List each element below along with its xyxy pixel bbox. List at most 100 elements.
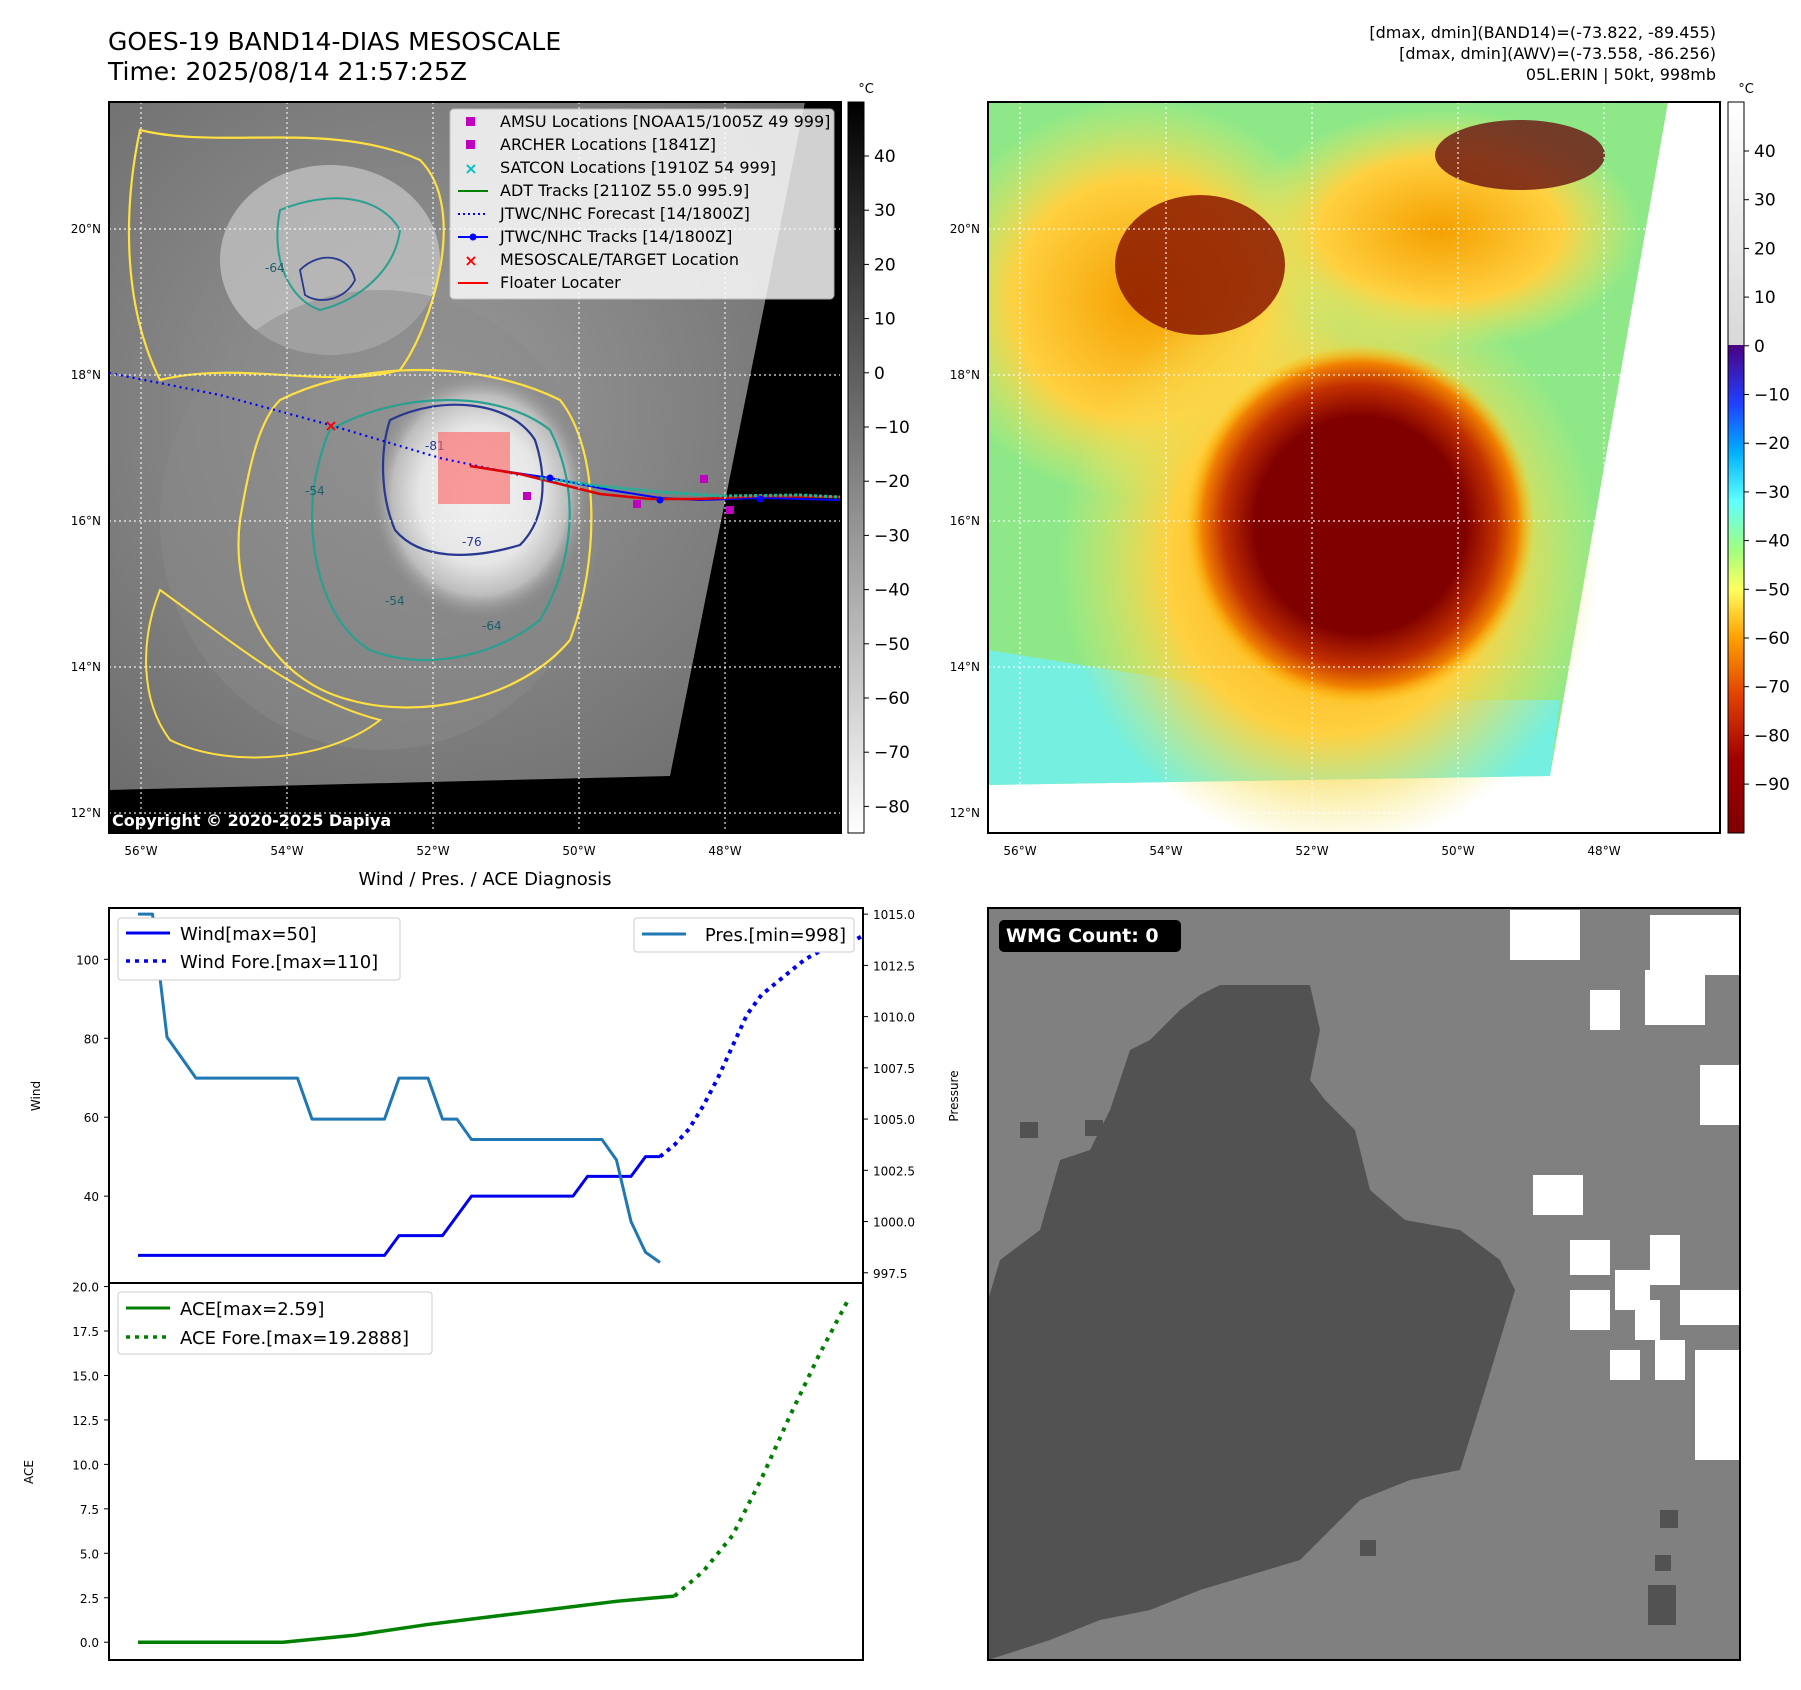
wmg-count-badge — [999, 920, 1181, 952]
y-tick-label: 2.5 — [80, 1592, 99, 1606]
y-tick-label: 10.0 — [72, 1458, 99, 1472]
colorbar-gradient — [847, 101, 865, 834]
ace-chart: 0.0 2.5 5.0 7.5 10.0 12.5 15.0 17.5 20.0 ACE ACE… — [22, 1281, 864, 1661]
wmg-warm-patch — [1610, 1350, 1640, 1380]
cdo-core — [1185, 345, 1535, 705]
legend-ace: ACE[max=2.59] — [180, 1299, 324, 1320]
colorbar-tick-label: −60 — [1754, 629, 1790, 649]
left-colorbar: °C 40 30 20 10 0 −10 −20 −30 −40 −50 −60 −70 −80 — [847, 82, 910, 834]
lon-label: 54°W — [270, 844, 303, 858]
y-tick-label: 5.0 — [80, 1547, 99, 1561]
lon-label: 50°W — [562, 844, 595, 858]
wmg-cold-patch — [1360, 1540, 1376, 1556]
lat-label: 12°N — [71, 806, 101, 820]
colorbar-tick-label: 40 — [874, 147, 896, 167]
wmg-warm-patch — [1700, 1065, 1740, 1125]
colorbar-tick-label: 20 — [874, 255, 896, 275]
right-colorbar: °C 40 30 20 10 0 −10 −20 −30 −40 −50 −60 −70 −80 −90 — [1727, 82, 1790, 834]
map-frame — [108, 101, 842, 834]
colorbar-tick-label: −40 — [1754, 532, 1790, 552]
target-marker: × — [324, 416, 337, 435]
colorbar-tick-label: −70 — [874, 743, 910, 763]
colorbar-tick-label: 0 — [1754, 337, 1765, 357]
wmg-count: WMG Count: 0 — [1006, 925, 1159, 947]
lat-label: 14°N — [71, 660, 101, 674]
legend-label: JTWC/NHC Tracks [14/1800Z] — [499, 227, 732, 246]
wmg-cold-patch — [1655, 1555, 1671, 1571]
left-lon-labels: 56°W 54°W 52°W 50°W 48°W — [124, 844, 741, 858]
wmg-warm-patch — [1510, 910, 1580, 960]
pressure-axis-label: Pressure — [947, 1070, 961, 1121]
legend-marker — [469, 233, 477, 241]
colorbar-tick-label: −90 — [1754, 775, 1790, 795]
legend-entry: Floater Locater — [458, 273, 621, 292]
contour-label: -64 — [482, 619, 502, 633]
colorbar-tick-label: 10 — [1754, 288, 1776, 308]
series-line-0 — [138, 1155, 660, 1257]
map-gridlines — [988, 102, 1720, 833]
y-tick-label: 12.5 — [72, 1414, 99, 1428]
wmg-warm-patch — [1695, 1350, 1740, 1460]
colorbar-tick-label: −10 — [1754, 386, 1790, 406]
lat-label: 14°N — [950, 660, 980, 674]
y2-tick-label: 1007.5 — [873, 1062, 915, 1076]
archer-marker — [726, 506, 734, 514]
series-line-2 — [138, 912, 661, 1264]
cold-top-north — [1115, 195, 1285, 335]
legend-label: Floater Locater — [500, 273, 621, 292]
y-tick-label: 100 — [76, 953, 99, 967]
ace-series-0 — [138, 1594, 675, 1644]
contour-label: -64 — [265, 261, 285, 275]
left-lat-labels: 20°N 18°N 16°N 14°N 12°N — [71, 222, 101, 820]
colorbar-tick-label: −70 — [1754, 678, 1790, 698]
y2-tick-label: 1010.0 — [873, 1011, 915, 1025]
contour-yellow-south — [145, 588, 383, 759]
legend-label: ARCHER Locations [1841Z] — [500, 135, 716, 154]
colorbar-gradient — [1728, 345, 1744, 833]
ace-legend: ACE[max=2.59] ACE Fore.[max=19.2888] — [117, 1291, 433, 1355]
legend-wind-forecast: Wind Fore.[max=110] — [180, 952, 378, 973]
lon-label: 48°W — [708, 844, 741, 858]
awv-map — [987, 101, 1721, 834]
contour-label: -54 — [305, 484, 325, 498]
ace-axis-label: ACE — [22, 1460, 36, 1484]
wmg-warm-patch — [1635, 1300, 1660, 1340]
legend-marker: × — [464, 251, 477, 270]
colorbar-tick-label: −30 — [1754, 483, 1790, 503]
legend-entry: ARCHER Locations [1841Z] — [466, 135, 716, 154]
y2-tick-label: 1012.5 — [873, 959, 915, 973]
colorbar-tick-label: 20 — [1754, 239, 1776, 259]
figure-time: Time: 2025/08/14 21:57:25Z — [107, 57, 467, 86]
lon-label: 52°W — [416, 844, 449, 858]
lat-label: 16°N — [950, 514, 980, 528]
wmg-cold-patch — [1660, 1510, 1678, 1528]
legend-marker — [466, 140, 475, 149]
y-tick-label: 40 — [84, 1190, 99, 1204]
amsu-marker — [633, 500, 641, 508]
right-lat-labels: 20°N 18°N 16°N 14°N 12°N — [950, 222, 980, 820]
contour-yellow-core — [237, 368, 593, 709]
wmg-warm-patch — [1650, 1235, 1680, 1285]
colorbar-tick-label: 30 — [874, 201, 896, 221]
copyright: Copyright © 2020-2025 Dapiya — [112, 811, 391, 830]
track-dot — [756, 495, 764, 503]
archer-marker — [700, 475, 708, 483]
colorbar-tick-label: −50 — [1754, 580, 1790, 600]
pressure-legend: Pres.[min=998] — [633, 917, 855, 953]
satcon-track — [539, 476, 841, 499]
wmg-panel: WMG Count: 0 — [987, 907, 1741, 1661]
track-dot — [546, 474, 554, 482]
lon-label: 52°W — [1295, 844, 1328, 858]
legend-entry: × SATCON Locations [1910Z 54 999] — [464, 158, 776, 178]
legend-entry: JTWC/NHC Tracks [14/1800Z] — [458, 227, 732, 246]
contour-teal-north — [276, 197, 402, 312]
legend-marker: × — [464, 159, 477, 178]
wmg-warm-patch — [1570, 1240, 1610, 1275]
y2-tick-label: 1002.5 — [873, 1164, 915, 1178]
colorbar-tick-label: −10 — [874, 418, 910, 438]
legend-entry: × MESOSCALE/TARGET Location — [464, 250, 739, 270]
legend-label: MESOSCALE/TARGET Location — [500, 250, 739, 269]
wmg-cold-region — [988, 985, 1515, 1660]
y2-tick-label: 1000.0 — [873, 1216, 915, 1230]
cold-top-ne — [1435, 120, 1605, 190]
